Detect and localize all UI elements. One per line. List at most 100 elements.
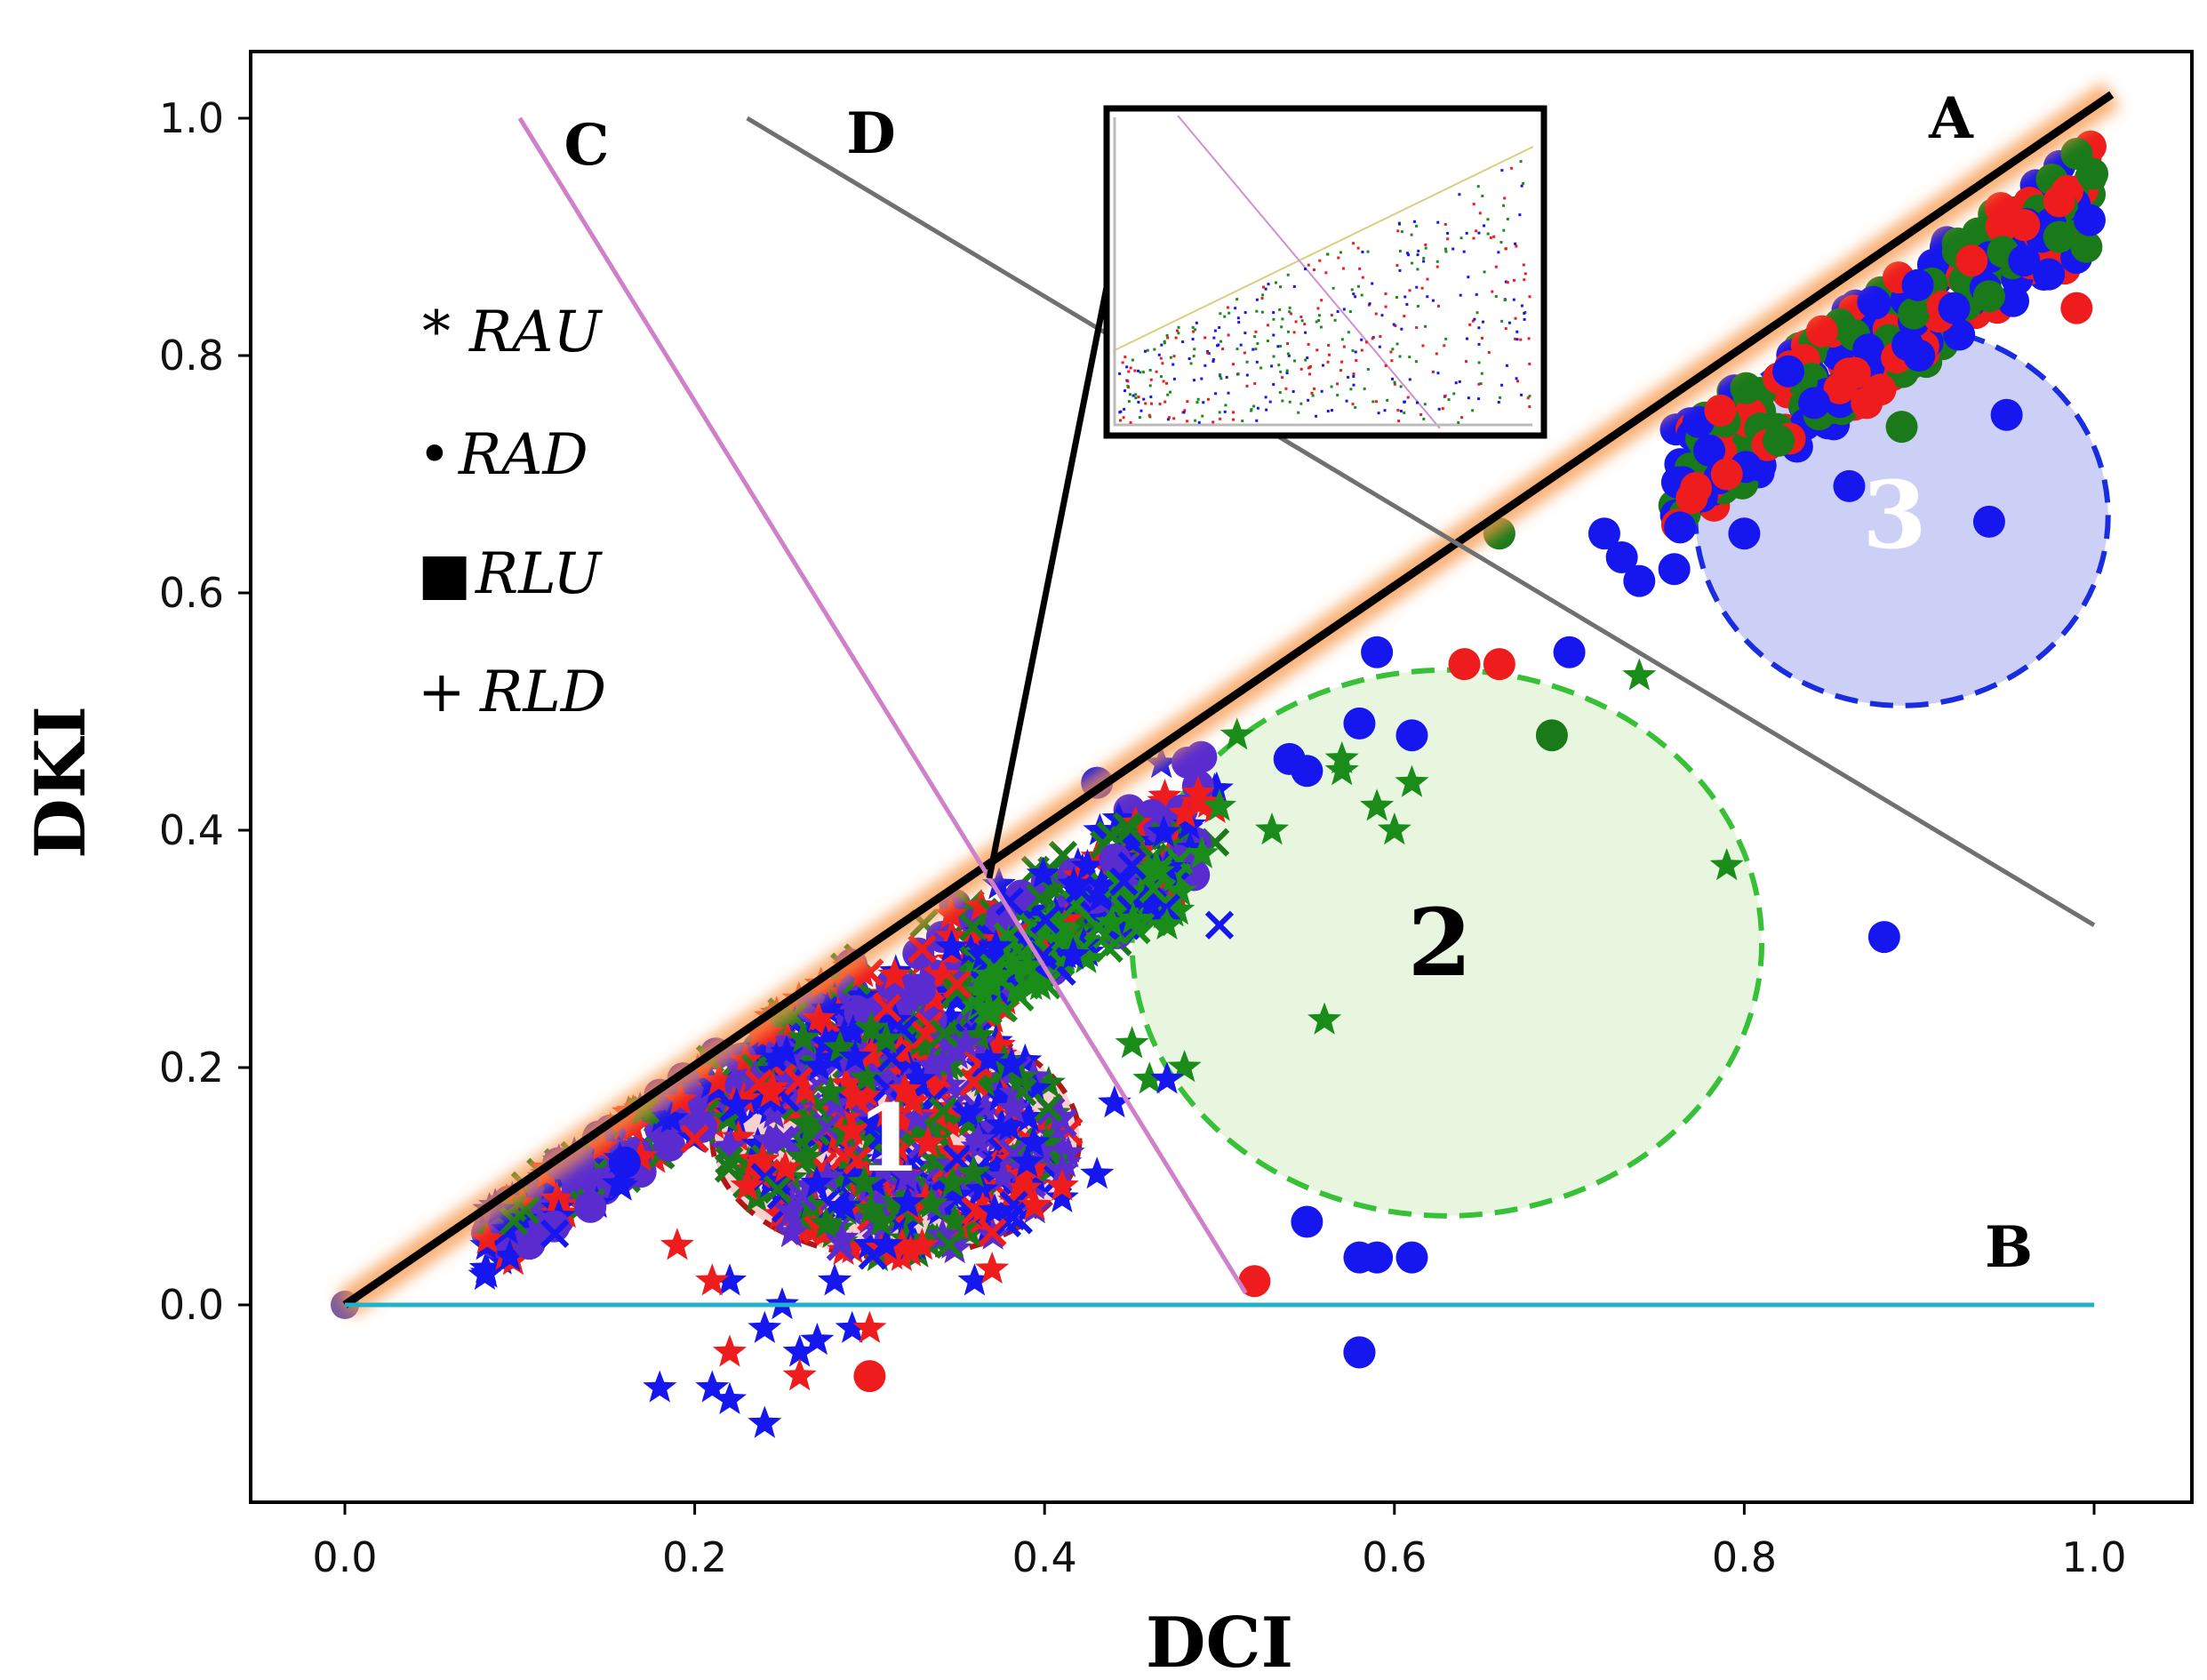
inset-dot <box>1416 253 1419 257</box>
legend-symbol-rau: * <box>422 300 451 365</box>
inset-dot <box>1327 343 1331 347</box>
cluster1-point <box>775 1202 804 1231</box>
cluster1-point <box>751 1123 786 1156</box>
green-stars-point <box>1324 753 1359 786</box>
blue-dots-point <box>1938 292 1971 324</box>
green-stars-point <box>1115 1026 1149 1059</box>
band-point <box>1122 916 1151 945</box>
inset-dot <box>1477 231 1481 235</box>
inset-dot <box>1520 184 1523 188</box>
inset-dot <box>1236 372 1240 376</box>
inset-dot <box>1279 344 1283 348</box>
cluster1-point <box>1029 1125 1064 1158</box>
inset-dot <box>1354 295 1357 299</box>
red-dots-point <box>2008 209 2041 242</box>
x-tick-label: 0.4 <box>1012 1533 1077 1581</box>
inset-dot <box>1371 400 1375 404</box>
band-point <box>1031 905 1060 934</box>
inset-dot <box>1304 358 1307 362</box>
inset-dot <box>1436 220 1440 224</box>
red-stars-point <box>712 1334 747 1367</box>
inset-dot <box>1158 403 1162 406</box>
cluster1-point <box>961 1196 990 1226</box>
cluster1-point <box>942 1144 972 1173</box>
inset-dot <box>1358 267 1362 270</box>
inset-dot <box>1330 409 1333 412</box>
inset-dot <box>1324 271 1328 275</box>
inset-dot <box>1487 351 1491 355</box>
inset-dot <box>1494 294 1498 298</box>
inset-dot <box>1142 397 1146 401</box>
cluster1-point <box>996 1091 1031 1124</box>
upper-point <box>1805 315 1838 348</box>
cluster1-point <box>884 1103 919 1136</box>
inset-dot <box>1452 392 1456 396</box>
dense-point <box>1080 839 1115 872</box>
inset-dot <box>1383 409 1387 412</box>
cluster1-point <box>870 1095 905 1128</box>
cluster1-point <box>771 1063 805 1096</box>
inset-dot <box>1352 375 1355 379</box>
cluster1-point <box>811 1012 845 1045</box>
inset-dot <box>1181 340 1185 344</box>
inset-dot <box>1235 298 1239 301</box>
inset-dot <box>1174 336 1178 340</box>
legend-item-rlu: ■ RLU <box>418 541 603 607</box>
cluster1-point <box>967 1064 1002 1097</box>
inset-dot <box>1227 333 1230 337</box>
inset-dot <box>1284 387 1288 390</box>
green-stars-point <box>1395 764 1429 797</box>
red-dots-point <box>2060 292 2093 324</box>
inset-dot <box>1125 365 1129 369</box>
red-dots-point <box>2043 185 2075 218</box>
inset-dot <box>1293 359 1297 363</box>
dense-point <box>958 912 988 941</box>
inset-dot <box>1465 231 1468 235</box>
inset-line-a <box>1113 146 1534 352</box>
dense-point <box>810 991 844 1024</box>
blue-crosses-point <box>540 1219 570 1249</box>
inset-dot <box>1118 419 1122 422</box>
cluster1-point <box>900 1100 935 1132</box>
band-point <box>1094 905 1129 938</box>
inset-dot <box>1260 297 1264 300</box>
cluster1-point <box>714 1154 744 1183</box>
dense-point <box>930 974 964 1007</box>
inset-dot <box>1371 337 1374 340</box>
cluster1-point <box>795 1202 829 1235</box>
inset-dot <box>1360 293 1363 297</box>
inset-dot <box>1435 352 1438 356</box>
inset-dot <box>1468 323 1472 326</box>
inset-dot <box>1143 349 1147 353</box>
dense-point <box>505 1185 540 1219</box>
inset-dot <box>1515 244 1518 248</box>
inset-dot <box>1345 399 1348 403</box>
blue-stars-point <box>1080 1156 1115 1189</box>
inset-dot <box>1194 419 1197 422</box>
blue-dots-point <box>1990 398 2023 431</box>
inset-dot <box>1192 330 1195 333</box>
red-stars-point <box>852 1310 887 1343</box>
cluster1-point <box>908 1181 943 1214</box>
cluster1-point <box>852 1078 885 1111</box>
dense-point <box>1050 902 1084 935</box>
inset-dot <box>1503 299 1507 302</box>
inset-dot <box>1123 407 1126 411</box>
inset-dot <box>1472 203 1475 206</box>
inset-dot <box>1528 295 1531 299</box>
red-dots-point <box>1955 244 1988 277</box>
inset-dot <box>1412 220 1416 223</box>
band-point <box>1139 849 1173 882</box>
inset-dot <box>1471 319 1475 323</box>
cluster1-point <box>997 1183 1032 1216</box>
blue-dots-point <box>1798 387 1831 420</box>
inset-dot <box>1467 276 1470 279</box>
inset-dot <box>1307 398 1310 402</box>
cluster1-point <box>788 1106 822 1139</box>
inset-dot <box>1139 371 1142 374</box>
cluster1-point <box>1019 1161 1053 1194</box>
inset-dot <box>1211 359 1215 363</box>
inset-dot <box>1131 394 1135 397</box>
inset-dot <box>1127 370 1131 373</box>
inset-dot <box>1219 377 1223 380</box>
